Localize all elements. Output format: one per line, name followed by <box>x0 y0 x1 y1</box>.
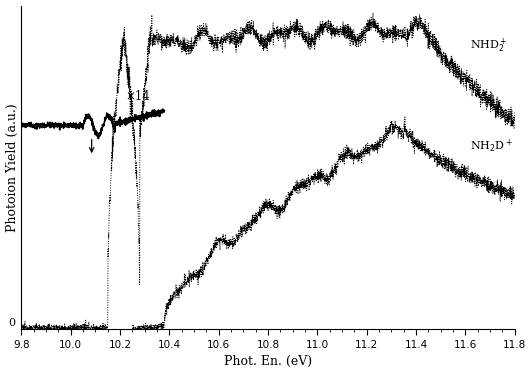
X-axis label: Phot. En. (eV): Phot. En. (eV) <box>224 355 312 368</box>
Text: NH$_2$D$^+$: NH$_2$D$^+$ <box>470 138 513 155</box>
Text: NHD$_2^+$: NHD$_2^+$ <box>470 37 508 55</box>
Text: 0: 0 <box>8 318 15 328</box>
Text: ×14: ×14 <box>125 90 149 103</box>
Y-axis label: Photoion Yield (a.u.): Photoion Yield (a.u.) <box>5 103 19 232</box>
